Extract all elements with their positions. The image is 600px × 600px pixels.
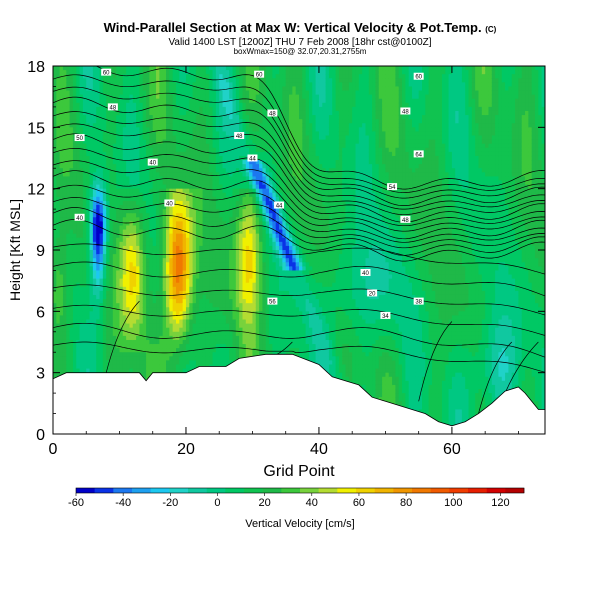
cross-section-chart: 6048504040406048484444604864544840203834… [0,0,600,600]
